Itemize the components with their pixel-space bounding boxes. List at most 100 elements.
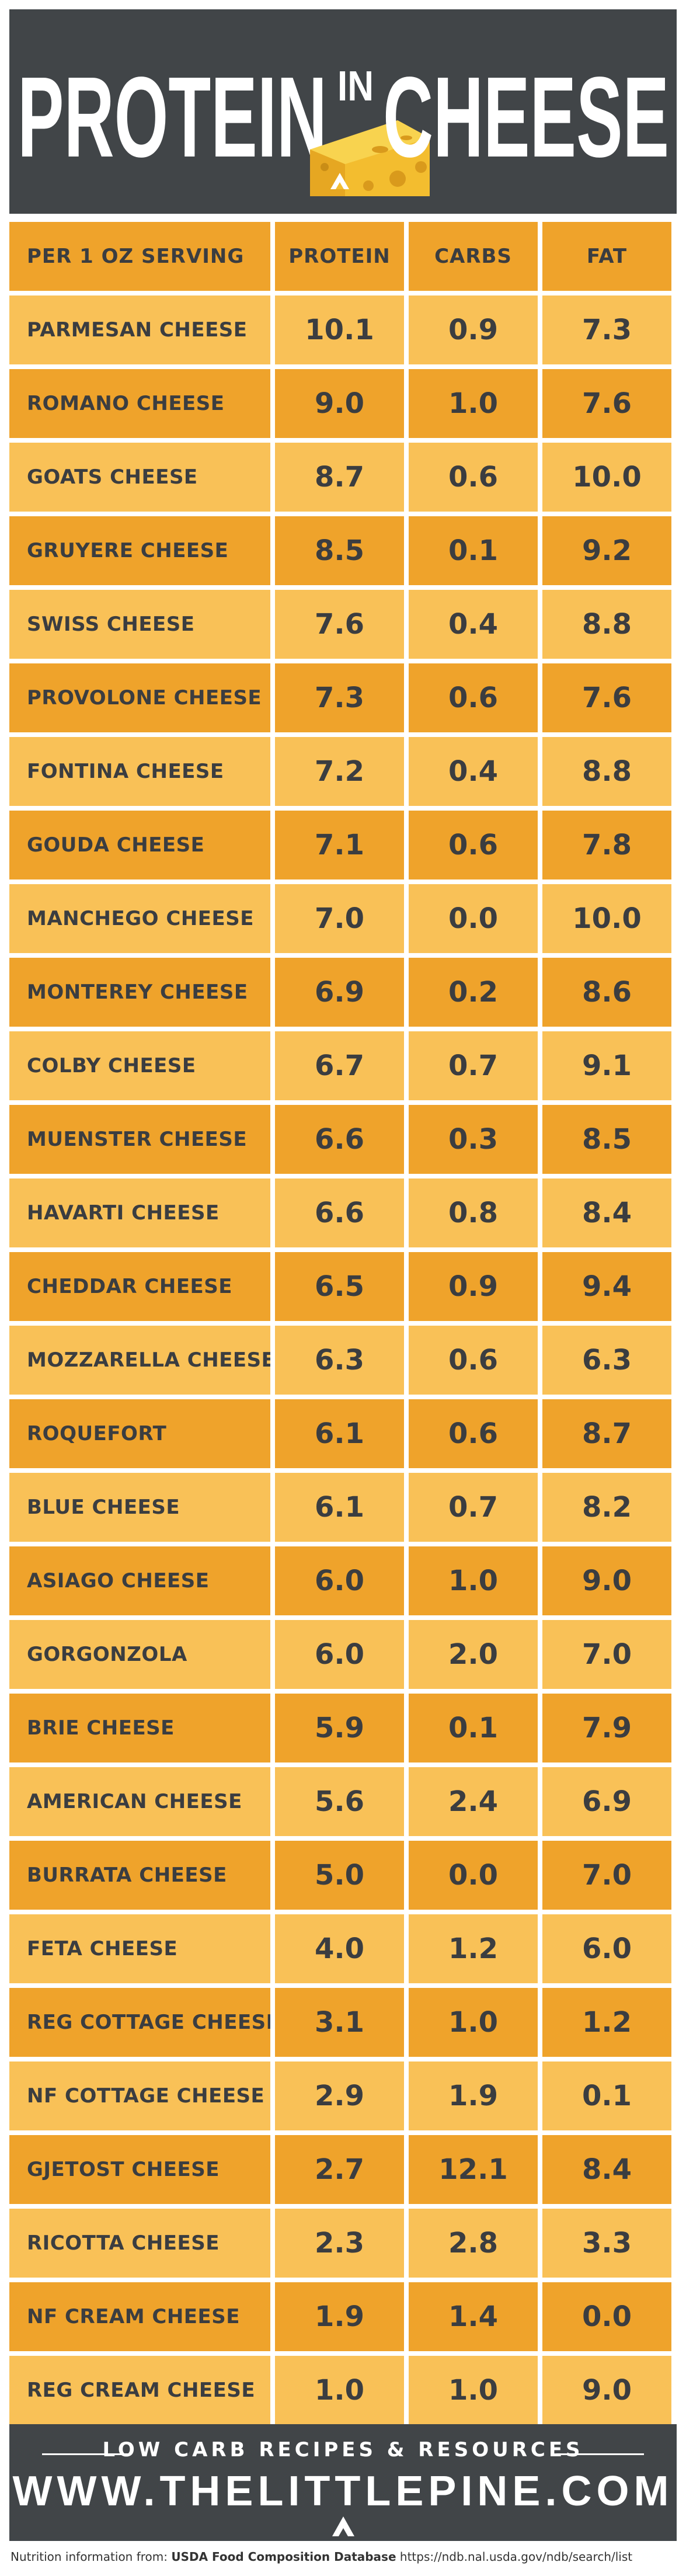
cell-fat: 3.3: [542, 2209, 671, 2278]
cell-protein: 6.0: [275, 1546, 404, 1615]
cell-protein: 2.9: [275, 2062, 404, 2130]
cell-name: ROMANO CHEESE: [9, 369, 270, 438]
cell-name: GRUYERE CHEESE: [9, 516, 270, 585]
cell-name: REG COTTAGE CHEESE: [9, 1988, 270, 2057]
cell-carbs: 2.8: [409, 2209, 538, 2278]
title-in: IN: [337, 63, 374, 110]
cell-name: BRIE CHEESE: [9, 1694, 270, 1762]
cell-protein: 7.0: [275, 884, 404, 953]
cell-name: MONTEREY CHEESE: [9, 958, 270, 1027]
cell-carbs: 1.9: [409, 2062, 538, 2130]
cell-carbs: 0.8: [409, 1179, 538, 1247]
cell-name: ROQUEFORT: [9, 1399, 270, 1468]
cell-carbs: 0.6: [409, 811, 538, 879]
cell-protein: 6.0: [275, 1620, 404, 1689]
cell-protein: 2.7: [275, 2135, 404, 2204]
cell-carbs: 0.1: [409, 1694, 538, 1762]
cell-protein: 8.5: [275, 516, 404, 585]
cell-fat: 7.0: [542, 1841, 671, 1910]
cell-protein: 9.0: [275, 369, 404, 438]
footer-rule-right: [556, 2453, 644, 2455]
cell-carbs: 0.0: [409, 884, 538, 953]
cell-carbs: 0.1: [409, 516, 538, 585]
footer-subtitle: LOW CARB RECIPES & RESOURCES: [102, 2438, 584, 2462]
table-row: ROMANO CHEESE 9.0 1.0 7.6: [9, 369, 677, 438]
cell-protein: 4.0: [275, 1914, 404, 1983]
cell-carbs: 0.7: [409, 1473, 538, 1542]
table-row: PROVOLONE CHEESE 7.3 0.6 7.6: [9, 663, 677, 732]
cell-protein: 1.9: [275, 2282, 404, 2351]
cell-name: ASIAGO CHEESE: [9, 1546, 270, 1615]
table-row: NF COTTAGE CHEESE 2.9 1.9 0.1: [9, 2062, 677, 2130]
cell-fat: 9.0: [542, 2356, 671, 2425]
table-header-row: PER 1 OZ SERVING PROTEIN CARBS FAT: [9, 222, 677, 291]
table-row: PARMESAN CHEESE 10.1 0.9 7.3: [9, 296, 677, 364]
cell-name: MOZZARELLA CHEESE: [9, 1326, 270, 1395]
cell-protein: 5.9: [275, 1694, 404, 1762]
cell-name: FETA CHEESE: [9, 1914, 270, 1983]
cell-protein: 2.3: [275, 2209, 404, 2278]
footer-url[interactable]: WWW.THELITTLEPINE.COM: [12, 2468, 674, 2515]
cell-name: NF CREAM CHEESE: [9, 2282, 270, 2351]
table-row: BRIE CHEESE 5.9 0.1 7.9: [9, 1694, 677, 1762]
cell-carbs: 1.0: [409, 1988, 538, 2057]
cell-name: REG CREAM CHEESE: [9, 2356, 270, 2425]
source-link[interactable]: https://ndb.nal.usda.gov/ndb/search/list: [396, 2550, 633, 2564]
cell-fat: 10.0: [542, 443, 671, 512]
column-header-protein: PROTEIN: [275, 222, 404, 291]
cell-carbs: 0.3: [409, 1105, 538, 1174]
table-row: AMERICAN CHEESE 5.6 2.4 6.9: [9, 1767, 677, 1836]
source-prefix: Nutrition information from:: [11, 2550, 172, 2564]
table-row: COLBY CHEESE 6.7 0.7 9.1: [9, 1031, 677, 1100]
cell-name: CHEDDAR CHEESE: [9, 1252, 270, 1321]
cell-fat: 7.8: [542, 811, 671, 879]
table-row: REG COTTAGE CHEESE 3.1 1.0 1.2: [9, 1988, 677, 2057]
cell-name: PARMESAN CHEESE: [9, 296, 270, 364]
cell-protein: 5.0: [275, 1841, 404, 1910]
title-protein: PROTEIN: [18, 53, 327, 181]
cell-name: SWISS CHEESE: [9, 590, 270, 659]
column-header-carbs: CARBS: [409, 222, 538, 291]
cell-protein: 6.5: [275, 1252, 404, 1321]
footer-rule-left: [42, 2453, 130, 2455]
cell-protein: 7.1: [275, 811, 404, 879]
cell-carbs: 0.6: [409, 1399, 538, 1468]
cell-protein: 5.6: [275, 1767, 404, 1836]
cell-name: GOATS CHEESE: [9, 443, 270, 512]
cell-protein: 6.6: [275, 1179, 404, 1247]
cell-protein: 6.7: [275, 1031, 404, 1100]
table-row: GRUYERE CHEESE 8.5 0.1 9.2: [9, 516, 677, 585]
table-row: CHEDDAR CHEESE 6.5 0.9 9.4: [9, 1252, 677, 1321]
cell-fat: 9.4: [542, 1252, 671, 1321]
table-row: GOATS CHEESE 8.7 0.6 10.0: [9, 443, 677, 512]
cell-protein: 7.2: [275, 737, 404, 806]
cell-name: GORGONZOLA: [9, 1620, 270, 1689]
cell-protein: 6.6: [275, 1105, 404, 1174]
title-graphic: PROTEIN IN CHEESE: [18, 53, 669, 196]
cell-protein: 7.3: [275, 663, 404, 732]
cheese-wedge-icon: [310, 120, 430, 196]
cell-fat: 8.4: [542, 2135, 671, 2204]
cell-name: BURRATA CHEESE: [9, 1841, 270, 1910]
cell-fat: 8.5: [542, 1105, 671, 1174]
source-note: Nutrition information from: USDA Food Co…: [11, 2550, 676, 2564]
header-banner: PROTEIN IN CHEESE: [9, 9, 677, 214]
table-row: REG CREAM CHEESE 1.0 1.0 9.0: [9, 2356, 677, 2425]
cell-name: MANCHEGO CHEESE: [9, 884, 270, 953]
cell-fat: 6.0: [542, 1914, 671, 1983]
table-row: MONTEREY CHEESE 6.9 0.2 8.6: [9, 958, 677, 1027]
cell-name: GOUDA CHEESE: [9, 811, 270, 879]
cell-protein: 6.1: [275, 1399, 404, 1468]
table-row: GJETOST CHEESE 2.7 12.1 8.4: [9, 2135, 677, 2204]
cell-protein: 6.3: [275, 1326, 404, 1395]
table-row: RICOTTA CHEESE 2.3 2.8 3.3: [9, 2209, 677, 2278]
cell-protein: 7.6: [275, 590, 404, 659]
cell-carbs: 1.2: [409, 1914, 538, 1983]
cell-name: GJETOST CHEESE: [9, 2135, 270, 2204]
table-row: FONTINA CHEESE 7.2 0.4 8.8: [9, 737, 677, 806]
cell-protein: 6.1: [275, 1473, 404, 1542]
table-row: FETA CHEESE 4.0 1.2 6.0: [9, 1914, 677, 1983]
cell-fat: 8.4: [542, 1179, 671, 1247]
cell-protein: 1.0: [275, 2356, 404, 2425]
table-row: GORGONZOLA 6.0 2.0 7.0: [9, 1620, 677, 1689]
